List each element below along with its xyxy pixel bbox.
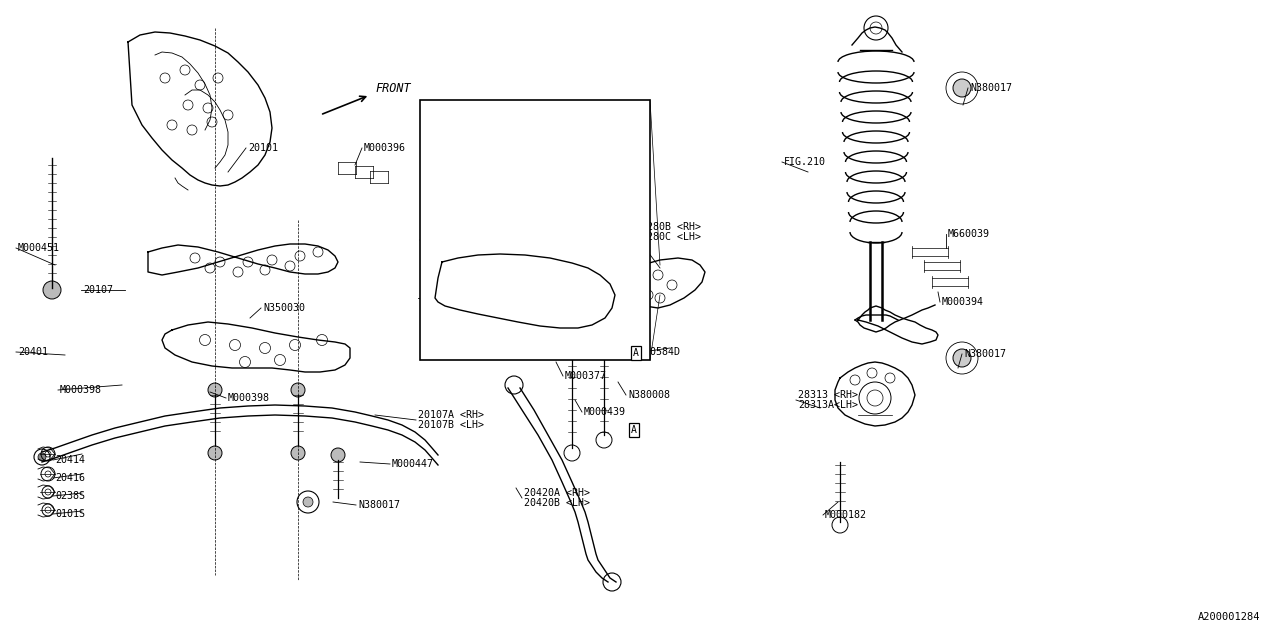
Text: A: A — [631, 425, 637, 435]
Text: 28313A<LH>: 28313A<LH> — [797, 400, 858, 410]
Text: 20584D: 20584D — [644, 347, 680, 357]
Text: N380017: N380017 — [358, 500, 399, 510]
Circle shape — [440, 230, 456, 246]
Text: 20204I: 20204I — [420, 293, 456, 303]
Text: FIG.210: FIG.210 — [783, 157, 826, 167]
Text: 20416: 20416 — [55, 473, 84, 483]
Text: 28313 <RH>: 28313 <RH> — [797, 390, 858, 400]
Text: M660039: M660039 — [948, 229, 989, 239]
Text: 0238S: 0238S — [55, 491, 84, 501]
Text: 20420B <LH>: 20420B <LH> — [524, 498, 590, 508]
Text: 20107B <LH>: 20107B <LH> — [419, 420, 484, 430]
Text: 20101: 20101 — [248, 143, 278, 153]
Circle shape — [604, 289, 616, 301]
Circle shape — [207, 383, 221, 397]
Text: 20280B <RH>: 20280B <RH> — [635, 222, 701, 232]
Text: FRONT: FRONT — [375, 81, 411, 95]
Text: M000439: M000439 — [584, 407, 626, 417]
Bar — [420, 100, 650, 360]
Text: 20420A <RH>: 20420A <RH> — [524, 488, 590, 498]
Text: 20107: 20107 — [83, 285, 113, 295]
Circle shape — [291, 446, 305, 460]
Circle shape — [303, 497, 314, 507]
Text: N380008: N380008 — [628, 390, 669, 400]
Text: 20204D: 20204D — [422, 235, 458, 245]
Text: M000182: M000182 — [826, 510, 867, 520]
Circle shape — [38, 453, 46, 461]
Circle shape — [44, 281, 61, 299]
Text: N350030: N350030 — [262, 303, 305, 313]
Text: M000451: M000451 — [18, 243, 60, 253]
Circle shape — [954, 349, 972, 367]
Text: 20401: 20401 — [18, 347, 49, 357]
Text: 20202 <RH>: 20202 <RH> — [460, 112, 520, 122]
Text: N380017: N380017 — [970, 83, 1012, 93]
Text: M000396: M000396 — [364, 143, 406, 153]
Circle shape — [207, 446, 221, 460]
Circle shape — [291, 383, 305, 397]
Text: 20280C <LH>: 20280C <LH> — [635, 232, 701, 242]
Text: 20414: 20414 — [55, 455, 84, 465]
Circle shape — [332, 448, 346, 462]
Text: 20107A <RH>: 20107A <RH> — [419, 410, 484, 420]
Text: M000398: M000398 — [60, 385, 102, 395]
Text: M000394: M000394 — [942, 297, 984, 307]
Circle shape — [954, 79, 972, 97]
Text: 0101S: 0101S — [55, 509, 84, 519]
Text: M000447: M000447 — [392, 459, 434, 469]
Text: A200001284: A200001284 — [1198, 612, 1260, 622]
Text: A: A — [634, 348, 639, 358]
Text: M000398: M000398 — [228, 393, 270, 403]
Text: N380017: N380017 — [964, 349, 1006, 359]
Text: M000377: M000377 — [564, 371, 607, 381]
Text: 20202A<LH>: 20202A<LH> — [460, 122, 520, 132]
